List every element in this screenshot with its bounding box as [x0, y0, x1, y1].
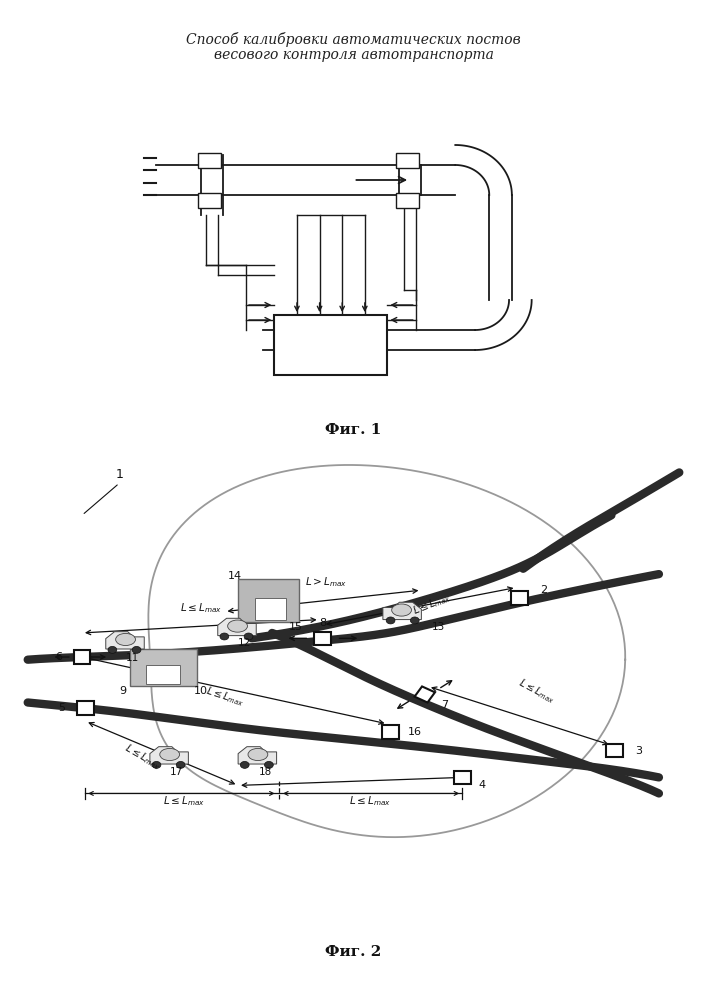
Text: $L>L_{max}$: $L>L_{max}$ [305, 575, 347, 589]
Text: Фиг. 2: Фиг. 2 [325, 945, 382, 959]
Ellipse shape [116, 633, 136, 646]
Text: 18: 18 [259, 767, 271, 777]
Bar [74, 650, 90, 664]
Text: $L\leq L_{max}$: $L\leq L_{max}$ [180, 602, 222, 615]
Ellipse shape [392, 604, 411, 616]
Circle shape [176, 761, 185, 768]
Text: $L\leq L_{max}$: $L\leq L_{max}$ [516, 675, 558, 706]
Polygon shape [150, 747, 188, 764]
Bar [198, 152, 221, 167]
Text: 8: 8 [320, 618, 327, 628]
Polygon shape [106, 632, 144, 649]
Text: 4: 4 [479, 780, 486, 790]
Circle shape [240, 761, 249, 768]
Ellipse shape [248, 748, 268, 761]
Text: 16: 16 [407, 727, 421, 737]
Text: 1: 1 [116, 468, 124, 481]
Text: весового контроля автотранспорта: весового контроля автотранспорта [214, 48, 493, 62]
Polygon shape [218, 618, 256, 636]
Bar [382, 725, 399, 739]
Bar [454, 771, 471, 784]
Text: 13: 13 [431, 622, 445, 632]
Bar [77, 701, 94, 715]
Text: 11: 11 [126, 653, 139, 663]
Text: 14: 14 [228, 571, 242, 581]
Text: 5: 5 [58, 703, 65, 713]
Bar [396, 192, 419, 208]
Text: $L\leq L_{max}$: $L\leq L_{max}$ [349, 794, 392, 808]
Ellipse shape [228, 620, 247, 632]
Text: 2: 2 [540, 585, 547, 595]
Bar [607, 744, 624, 757]
Bar [396, 152, 419, 167]
Text: Способ калибровки автоматических постов: Способ калибровки автоматических постов [186, 32, 521, 47]
Text: $L\leq L_{max}$: $L\leq L_{max}$ [163, 794, 205, 808]
Text: $L\leq L_{max}$: $L\leq L_{max}$ [411, 590, 452, 618]
Polygon shape [146, 665, 180, 684]
Bar [274, 315, 387, 375]
Text: 15: 15 [289, 622, 303, 632]
Text: 6: 6 [54, 652, 62, 662]
Bar [198, 192, 221, 208]
Text: 9: 9 [119, 686, 127, 696]
Circle shape [244, 633, 253, 640]
Text: 12: 12 [238, 638, 252, 648]
Text: Фиг. 1: Фиг. 1 [325, 422, 382, 436]
Circle shape [132, 646, 141, 653]
Polygon shape [255, 598, 286, 620]
Circle shape [108, 646, 117, 653]
Circle shape [220, 633, 229, 640]
Bar [315, 632, 332, 645]
Circle shape [152, 761, 161, 768]
Bar [511, 591, 528, 605]
Text: 7: 7 [442, 700, 449, 710]
Text: $L\leq L_{max}$: $L\leq L_{max}$ [122, 741, 164, 773]
Circle shape [410, 617, 419, 624]
Circle shape [386, 617, 395, 624]
Ellipse shape [160, 748, 180, 761]
Polygon shape [414, 686, 435, 703]
Polygon shape [383, 602, 421, 620]
Polygon shape [129, 649, 197, 686]
Polygon shape [238, 579, 299, 622]
Circle shape [264, 761, 274, 768]
Text: 17: 17 [170, 767, 184, 777]
Text: 10: 10 [194, 686, 208, 696]
Text: 3: 3 [635, 746, 642, 756]
Text: $L\leq L_{max}$: $L\leq L_{max}$ [204, 684, 245, 709]
Polygon shape [238, 747, 276, 764]
